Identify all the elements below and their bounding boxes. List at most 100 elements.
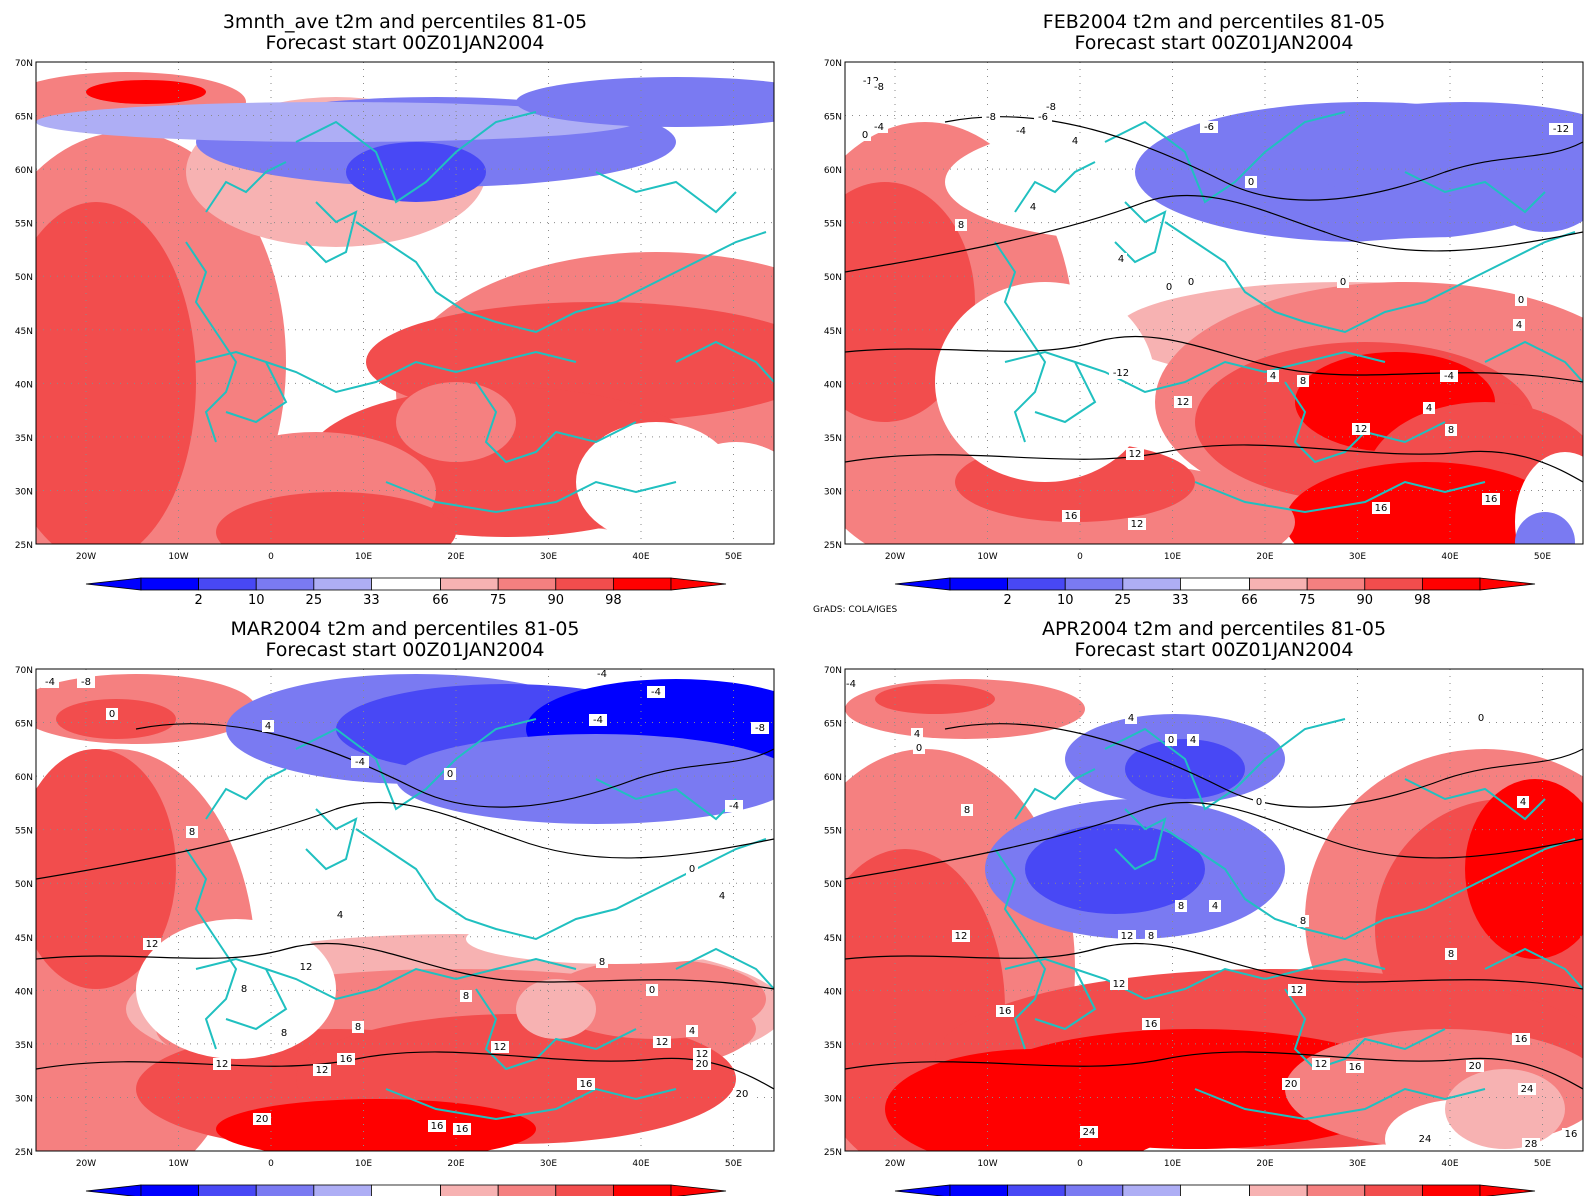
colorbar-label: 10	[248, 593, 265, 608]
contour-label-bg	[460, 990, 472, 1002]
temperature-contour	[135, 723, 774, 808]
coastline	[265, 957, 577, 1001]
contour-label-bg	[1027, 201, 1039, 213]
contour-label: -8	[1046, 102, 1056, 113]
coastline	[475, 988, 637, 1071]
percentile-shading	[1485, 132, 1583, 232]
latitude-label: 45N	[824, 327, 842, 337]
contour-label: -4	[874, 122, 884, 133]
latitude-label: 40N	[824, 380, 842, 390]
colorbar-arrow-low	[85, 577, 142, 591]
coastline	[475, 381, 637, 464]
contour-label-bg	[952, 930, 970, 942]
colorbar-arrow-high	[1479, 1184, 1536, 1196]
contour-label-bg	[1109, 367, 1133, 379]
contour-label-bg	[647, 686, 665, 698]
temperature-contour	[845, 444, 1583, 483]
contour-label: 4	[1520, 797, 1526, 808]
latitude-label: 30N	[824, 487, 842, 497]
contour-label: -8	[81, 677, 91, 688]
percentile-shading	[516, 77, 774, 127]
latitude-label: 55N	[15, 220, 33, 230]
longitude-label: 0	[268, 552, 274, 562]
latitude-label: 50N	[824, 880, 842, 890]
colorbar-label: 90	[1357, 593, 1374, 608]
contour-label-bg	[716, 890, 728, 902]
contour-label: 16	[1515, 1034, 1528, 1045]
colorbar-segment	[1306, 577, 1366, 591]
colorbar-segment	[949, 1184, 1009, 1196]
temperature-contour	[944, 116, 1583, 201]
contour-label: -4	[1444, 371, 1454, 382]
contour-label-bg	[77, 676, 95, 688]
colorbar-segment	[1180, 1184, 1250, 1196]
contour-label-bg	[41, 676, 59, 688]
latitude-label: 25N	[15, 1148, 33, 1158]
latitude-label: 45N	[824, 934, 842, 944]
contour-label: 16	[456, 1124, 469, 1135]
longitude-label: 10W	[977, 552, 997, 562]
coastline	[1114, 808, 1167, 871]
contour-label: 0	[916, 743, 922, 754]
colorbar-segment	[198, 1184, 257, 1196]
temperature-contour	[845, 801, 1583, 880]
percentile-shading	[1515, 512, 1575, 544]
temperature-contour	[845, 335, 1583, 383]
latitude-label: 65N	[824, 720, 842, 730]
colorbar-arrow-high	[1479, 577, 1536, 591]
contour-label-bg	[1337, 276, 1349, 288]
latitude-label: 40N	[15, 380, 33, 390]
contour-label-bg	[213, 1058, 231, 1070]
contour-label-bg	[1297, 375, 1309, 387]
contour-label: 8	[463, 991, 469, 1002]
coastline	[1284, 381, 1446, 464]
map-panel-3: MAR2004 t2m and percentiles 81-05Forecas…	[15, 618, 775, 1196]
contour-label: 16	[1349, 1062, 1362, 1073]
colorbar-segment	[140, 577, 200, 591]
contour-label-bg	[313, 1064, 331, 1076]
latitude-label: 60N	[15, 166, 33, 176]
percentile-shading	[516, 979, 596, 1039]
longitude-label: 0	[1077, 1159, 1083, 1169]
coastline	[205, 161, 287, 213]
latitude-label: 25N	[15, 541, 33, 551]
colorbar-segment	[1180, 577, 1250, 591]
contour-label: 16	[1145, 1019, 1158, 1030]
coastline	[1014, 768, 1096, 820]
contour-label-bg	[1423, 402, 1435, 414]
latitude-label: 70N	[15, 666, 33, 676]
map-panel-1: 3mnth_ave t2m and percentiles 81-05Forec…	[15, 11, 775, 608]
contour-label-bg	[1466, 1060, 1484, 1072]
contour-label: 12	[1121, 931, 1134, 942]
percentile-shading	[1025, 824, 1205, 914]
colorbar: 2 10 25 33 66 75 90 98	[894, 577, 1536, 608]
coastline	[205, 768, 287, 820]
colorbar-label: 98	[1414, 593, 1431, 608]
contour-label-bg	[1445, 424, 1457, 436]
percentile-shading	[466, 914, 766, 964]
contour-label-bg	[1562, 1128, 1580, 1140]
coastline	[1484, 340, 1583, 383]
latitude-label: 35N	[15, 434, 33, 444]
contour-label-bg	[1042, 101, 1060, 113]
longitude-label: 40E	[632, 1159, 649, 1169]
latitude-label: 65N	[824, 113, 842, 123]
percentile-shading	[36, 202, 196, 544]
colorbar-segment	[1064, 577, 1124, 591]
contour-label-bg	[982, 111, 1000, 123]
contour-label-bg	[1282, 1078, 1300, 1090]
contour-label-bg	[911, 728, 923, 740]
contour-label-bg	[1118, 930, 1136, 942]
latitude-label: 25N	[824, 1148, 842, 1158]
colorbar-arrow-high	[670, 1184, 727, 1196]
colorbar-arrow-low	[894, 577, 951, 591]
contour-label: -4	[45, 677, 55, 688]
coastline	[1104, 111, 1346, 204]
contour-label-bg	[1209, 900, 1221, 912]
contour-label-bg	[1245, 176, 1257, 188]
contour-label: 16	[431, 1121, 444, 1132]
colorbar-segment	[440, 577, 499, 591]
longitude-label: 20W	[76, 552, 96, 562]
contour-label: 0	[447, 769, 453, 780]
contour-label-bg	[1185, 276, 1197, 288]
